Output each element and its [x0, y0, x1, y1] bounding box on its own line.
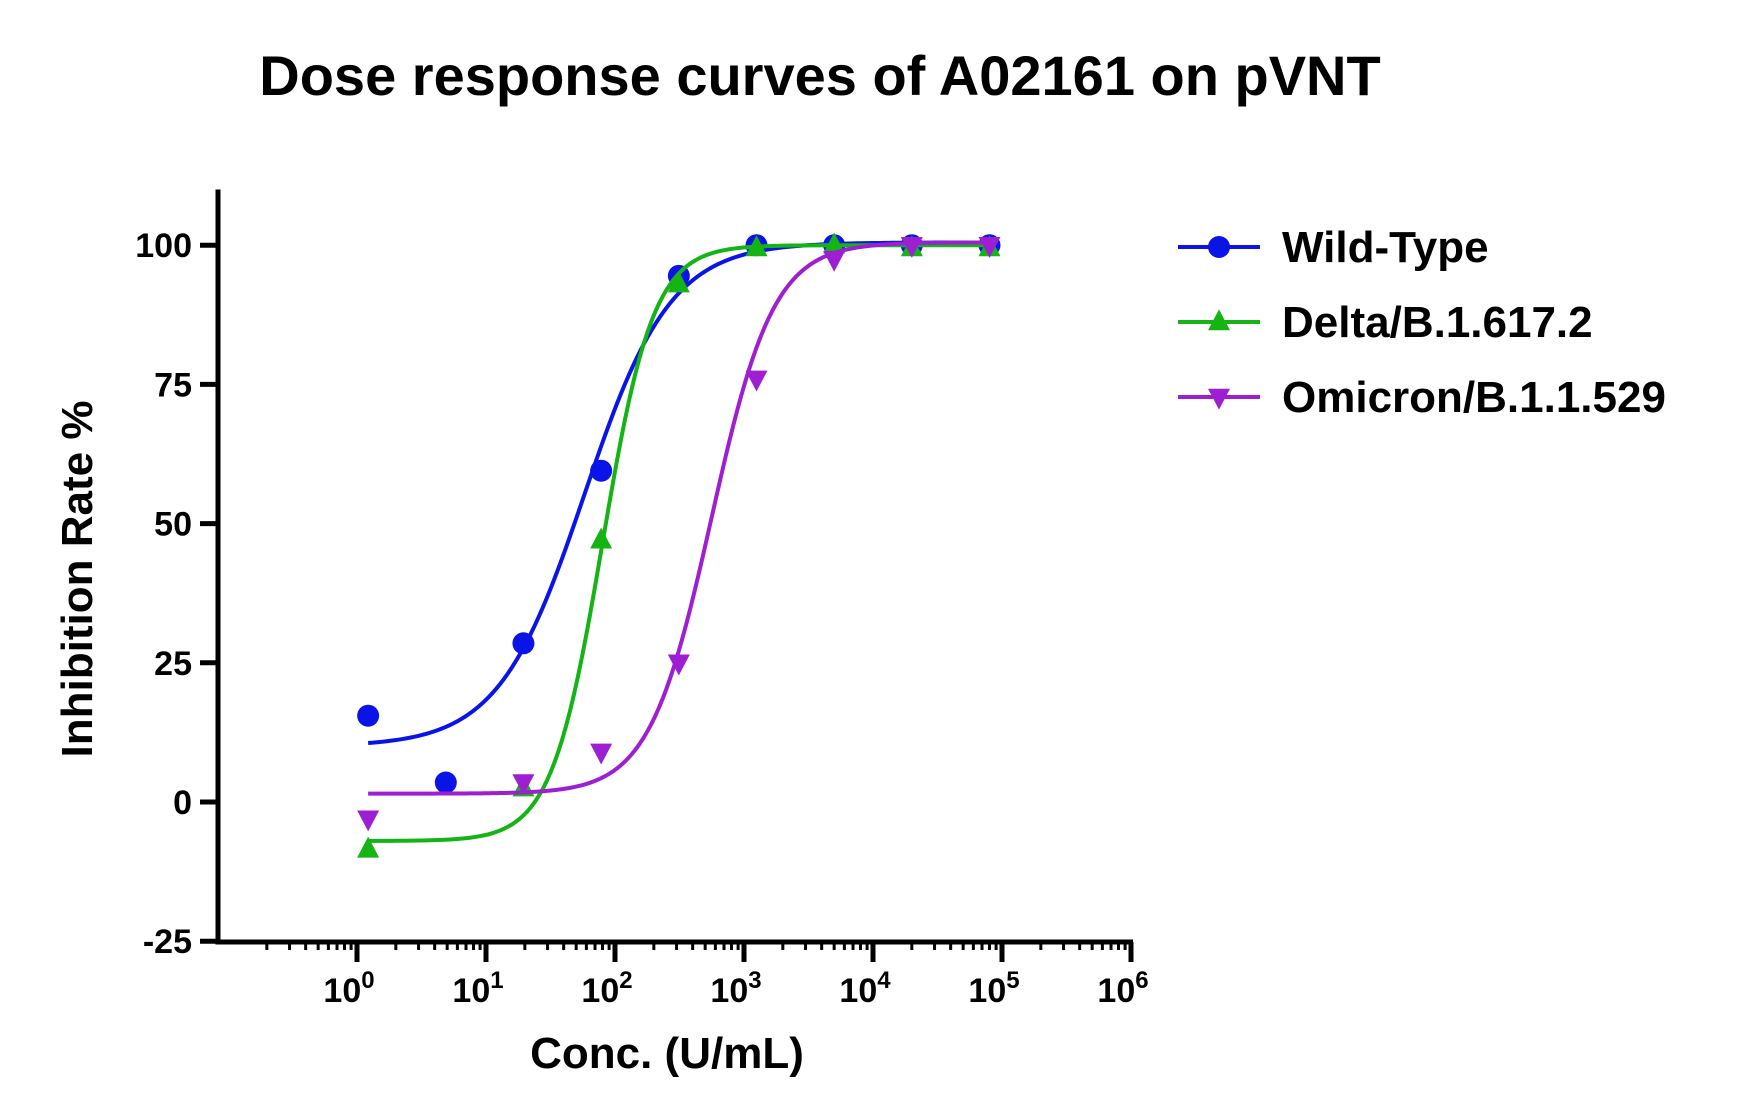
- x-axis-title: Conc. (U/mL): [530, 1029, 804, 1078]
- legend: Wild-Type Delta/B.1.617.2 Omicron/B.1.1.52…: [1178, 223, 1666, 422]
- legend-entry-1: Delta/B.1.617.2: [1178, 298, 1593, 347]
- fit-curve: [368, 243, 990, 843]
- x-tick-label: 106: [1097, 967, 1148, 1010]
- axes: -25 0 25 50 75 100 100 101 102 103 104 105 106: [135, 189, 1149, 1010]
- data-point: [434, 771, 457, 794]
- x-tick-label: 101: [452, 967, 503, 1010]
- y-tick-label: 25: [154, 645, 192, 683]
- legend-entry-2: Omicron/B.1.1.529: [1178, 373, 1666, 422]
- legend-marker: [1208, 236, 1230, 258]
- data-point: [823, 250, 846, 272]
- series-0: [357, 234, 1001, 794]
- y-axis-title: Inhibition Rate %: [53, 401, 102, 758]
- chart-title: Dose response curves of A02161 on pVNT: [259, 44, 1380, 107]
- data-point: [978, 236, 1001, 258]
- legend-marker: [1208, 309, 1230, 331]
- data-point: [745, 235, 768, 257]
- x-tick-label: 105: [968, 967, 1019, 1010]
- data-point: [590, 459, 613, 482]
- y-tick-label: 50: [154, 506, 192, 544]
- legend-marker: [1208, 388, 1230, 410]
- y-tick-label: 100: [135, 227, 192, 265]
- data-point: [590, 527, 613, 549]
- x-tick-label: 104: [839, 967, 891, 1010]
- y-tick-label: 0: [173, 784, 192, 822]
- y-tick-label: 75: [154, 366, 192, 404]
- data-point: [590, 743, 613, 765]
- series-1: [357, 232, 1001, 858]
- data-point: [357, 836, 380, 858]
- legend-entry-0: Wild-Type: [1178, 223, 1489, 272]
- fit-curve: [368, 240, 990, 796]
- y-tick-label: -25: [143, 923, 192, 961]
- data-point: [667, 654, 690, 676]
- data-point: [357, 704, 380, 727]
- data-point: [357, 810, 380, 832]
- plot-area: [357, 232, 1001, 858]
- legend-label: Delta/B.1.617.2: [1282, 298, 1593, 347]
- series-2: [357, 236, 1001, 832]
- data-point: [745, 370, 768, 392]
- x-tick-label: 100: [323, 967, 374, 1010]
- data-point: [512, 774, 535, 796]
- data-point: [667, 271, 690, 293]
- legend-label: Omicron/B.1.1.529: [1282, 373, 1666, 422]
- data-point: [512, 632, 535, 655]
- data-point: [900, 236, 923, 258]
- x-tick-label: 102: [581, 967, 632, 1010]
- data-point: [823, 232, 846, 254]
- legend-label: Wild-Type: [1282, 223, 1489, 272]
- x-tick-label: 103: [710, 967, 761, 1010]
